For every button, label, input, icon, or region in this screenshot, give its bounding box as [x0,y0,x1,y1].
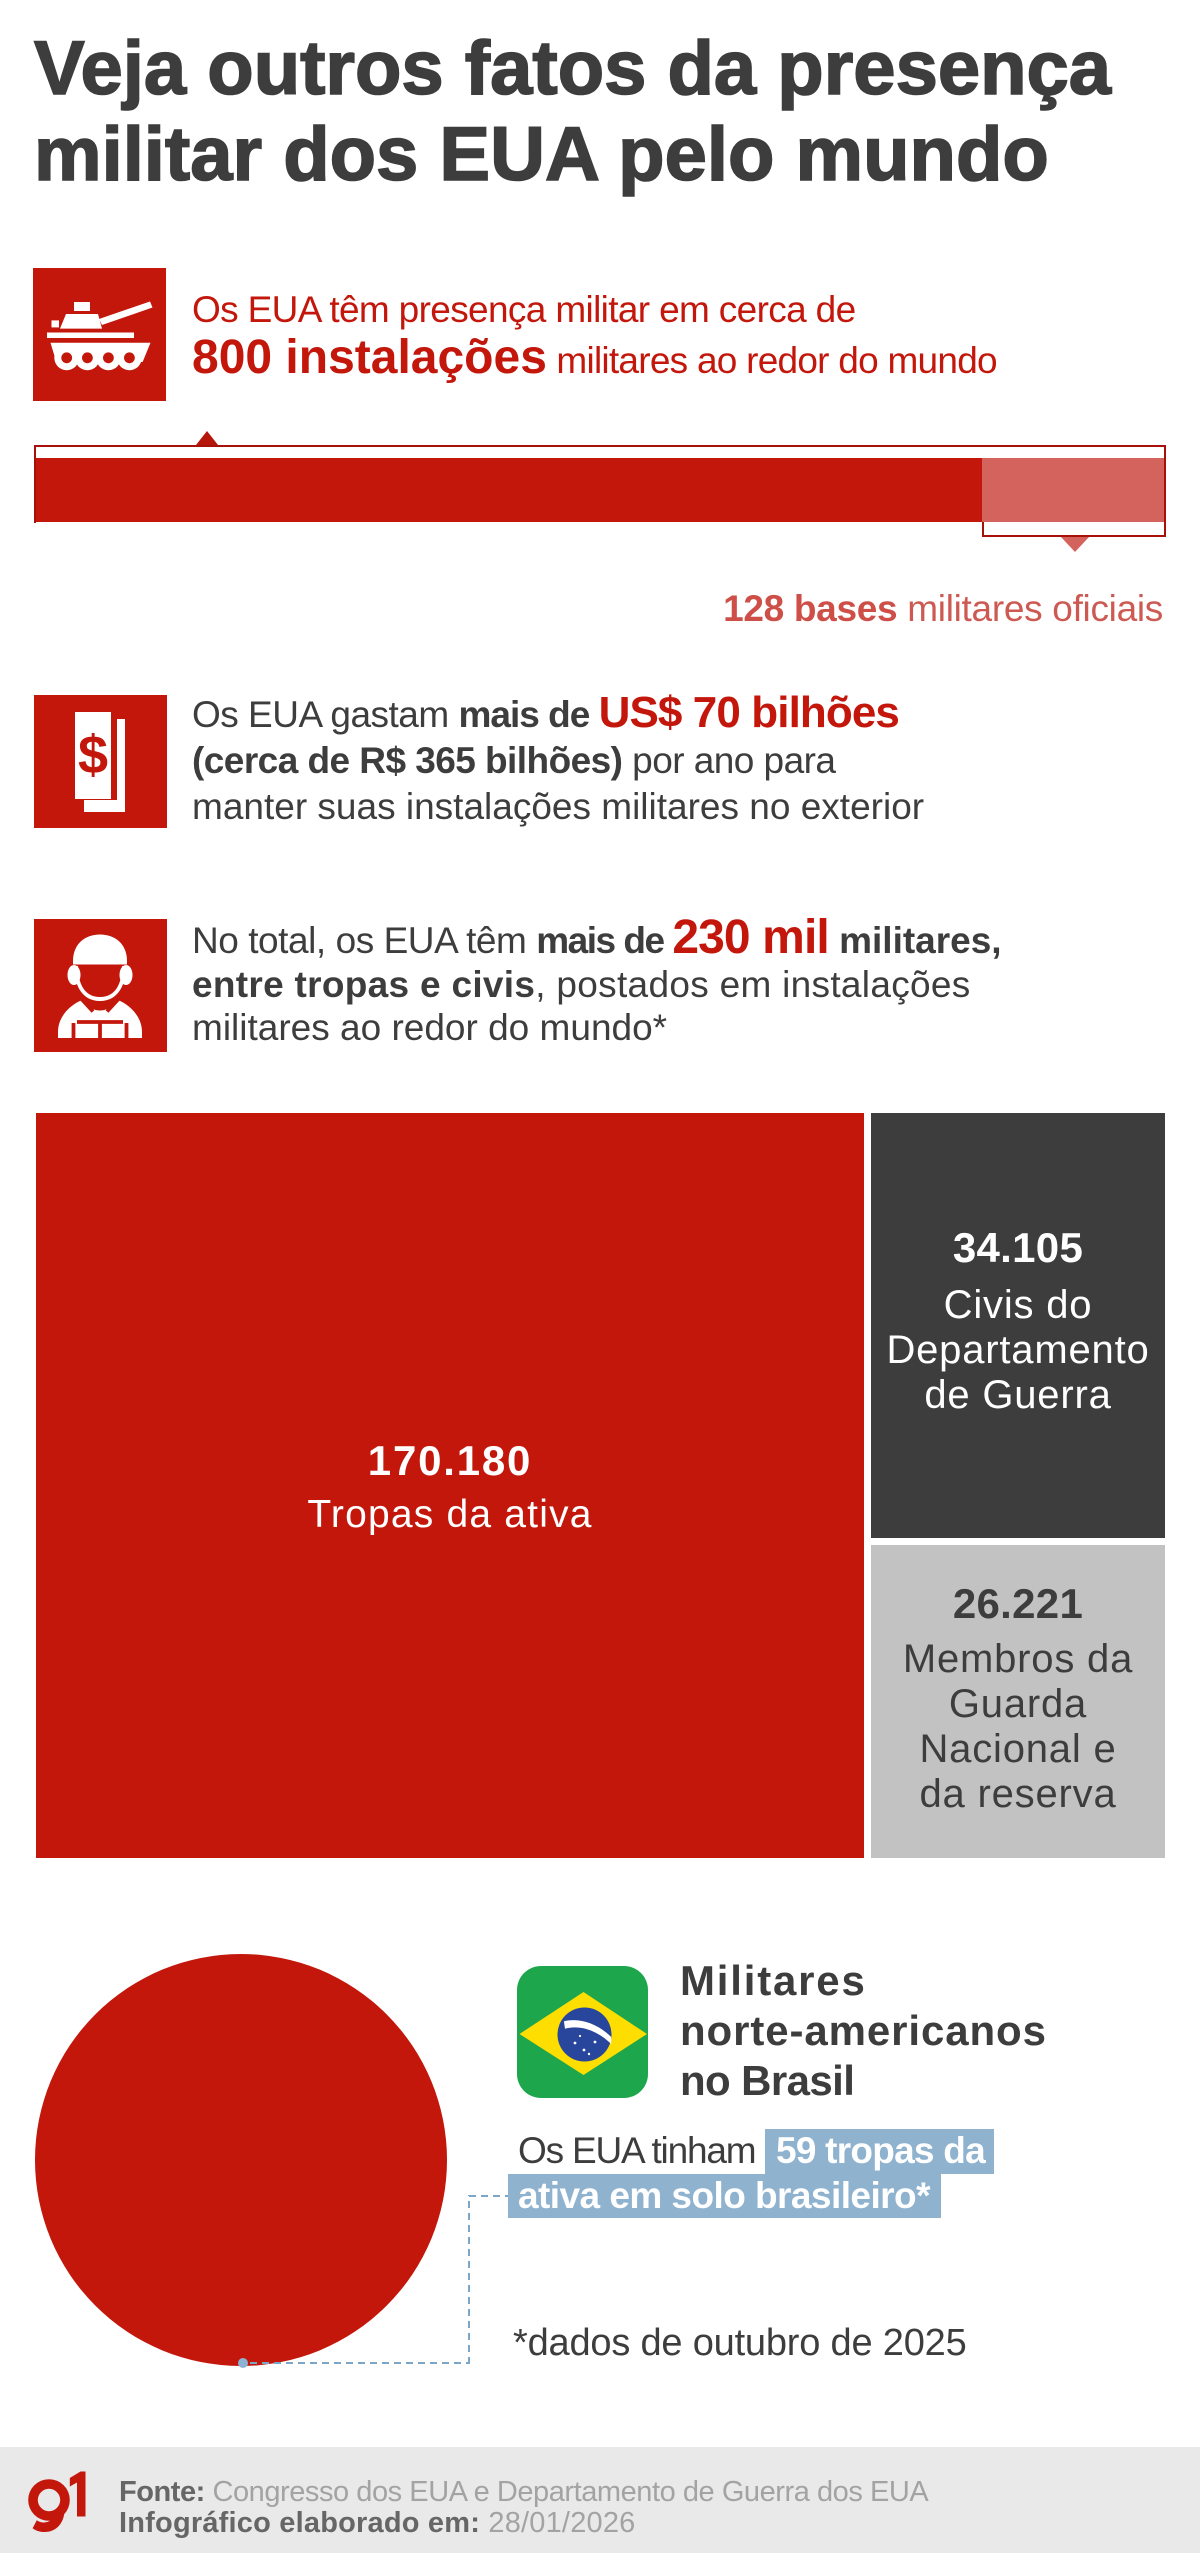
svg-text:$: $ [78,725,108,785]
